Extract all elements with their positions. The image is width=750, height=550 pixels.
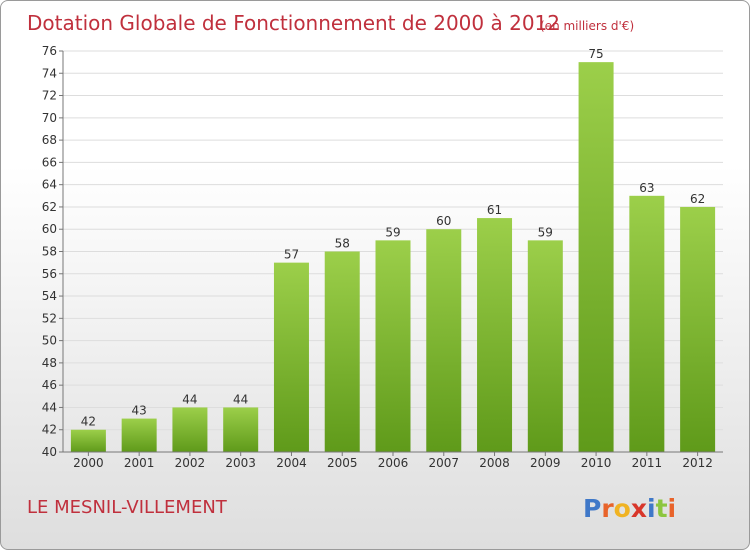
bar — [223, 407, 259, 452]
logo-letter: x — [631, 494, 647, 523]
y-tick-label: 44 — [42, 400, 57, 414]
data-label: 63 — [639, 181, 654, 195]
x-tick-label: 2002 — [175, 456, 206, 470]
logo-letter: i — [647, 494, 656, 523]
y-tick-label: 62 — [42, 200, 57, 214]
bar — [172, 407, 208, 452]
bar — [629, 195, 665, 453]
chart-title: Dotation Globale de Fonctionnement de 20… — [27, 11, 560, 35]
x-tick-label: 2011 — [632, 456, 663, 470]
x-tick-label: 2000 — [73, 456, 104, 470]
data-label: 60 — [436, 214, 451, 228]
data-label: 43 — [132, 404, 147, 418]
bar — [477, 218, 513, 452]
bar — [680, 206, 716, 452]
x-tick-label: 2005 — [327, 456, 358, 470]
y-tick-label: 76 — [42, 44, 57, 58]
y-tick-label: 72 — [42, 89, 57, 103]
y-tick-label: 60 — [42, 222, 57, 236]
bar — [578, 62, 614, 453]
bar — [121, 418, 157, 452]
x-tick-label: 2009 — [530, 456, 561, 470]
x-tick-label: 2010 — [581, 456, 612, 470]
data-label: 42 — [81, 415, 96, 429]
x-tick-label: 2007 — [428, 456, 459, 470]
data-label: 44 — [233, 392, 248, 406]
y-tick-label: 52 — [42, 311, 57, 325]
logo-letter: t — [656, 494, 668, 523]
data-label: 57 — [284, 248, 299, 262]
bar — [70, 429, 106, 452]
commune-name: LE MESNIL-VILLEMENT — [27, 497, 228, 518]
x-tick-label: 2003 — [225, 456, 256, 470]
data-label: 75 — [588, 47, 603, 61]
y-tick-label: 56 — [42, 267, 57, 281]
data-label: 58 — [335, 237, 350, 251]
bar — [527, 240, 563, 452]
y-tick-label: 42 — [42, 423, 57, 437]
y-tick-label: 64 — [42, 178, 57, 192]
y-tick-label: 68 — [42, 133, 57, 147]
x-tick-label: 2008 — [479, 456, 510, 470]
logo-letter: o — [614, 494, 631, 523]
data-label: 59 — [538, 225, 553, 239]
x-tick-label: 2006 — [378, 456, 409, 470]
bar — [324, 251, 360, 452]
y-tick-label: 54 — [42, 289, 57, 303]
y-tick-label: 74 — [42, 66, 57, 80]
y-tick-label: 66 — [42, 155, 57, 169]
y-tick-label: 50 — [42, 334, 57, 348]
logo-letter: r — [601, 494, 614, 523]
x-tick-label: 2012 — [682, 456, 713, 470]
logo-letter: i — [668, 494, 677, 523]
data-label: 62 — [690, 192, 705, 206]
y-tick-label: 48 — [42, 356, 57, 370]
data-label: 59 — [385, 225, 400, 239]
bar — [273, 262, 309, 452]
bars: 42 43 44 44 57 58 59 60 61 59 75 63 62 — [70, 47, 716, 453]
bar — [426, 229, 462, 452]
chart-subtitle: (en milliers d'€) — [540, 19, 634, 33]
y-tick-label: 70 — [42, 111, 57, 125]
data-label: 61 — [487, 203, 502, 217]
bar — [375, 240, 411, 452]
x-tick-label: 2001 — [124, 456, 155, 470]
proxiti-logo[interactable]: Proxiti — [583, 494, 676, 523]
y-axis-ticks: 40 42 44 46 48 50 52 54 56 58 60 62 64 66 68 70 72 74 76 — [42, 44, 63, 459]
y-tick-label: 40 — [42, 445, 57, 459]
x-tick-label: 2004 — [276, 456, 307, 470]
y-tick-label: 58 — [42, 245, 57, 259]
x-axis-ticks: 2000 2001 2002 2003 2004 2005 2006 2007 2008 2009… — [73, 452, 713, 470]
y-tick-label: 46 — [42, 378, 57, 392]
logo-letter: P — [583, 494, 601, 523]
data-label: 44 — [182, 392, 197, 406]
